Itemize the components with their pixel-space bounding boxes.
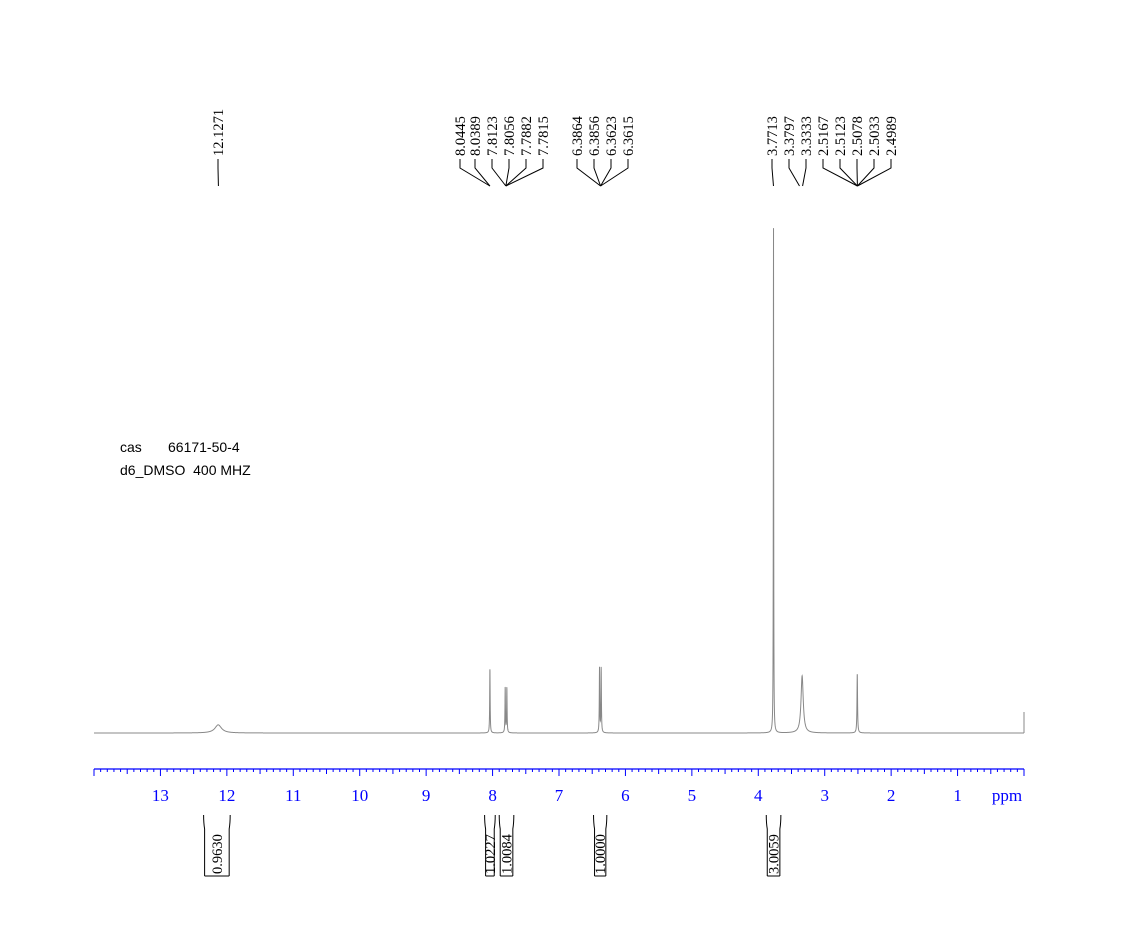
peak-leader-line: [822, 159, 858, 187]
integral-value: 1.0084: [500, 833, 516, 874]
peak-label: 8.0445: [453, 116, 491, 187]
peak-label-text: 7.7882: [519, 116, 535, 156]
integral-bracket: [593, 814, 608, 877]
peak-label: 12.1271: [211, 109, 227, 187]
peak-label: 7.7815: [505, 116, 552, 187]
peak-label: 6.3856: [587, 116, 603, 187]
integral-value: 0.9630: [210, 834, 226, 874]
peak-leader-line: [600, 159, 629, 187]
x-tick-label: 8: [488, 786, 497, 805]
peak-label-text: 6.3864: [570, 115, 586, 156]
peak-label-text: 7.8123: [485, 116, 501, 156]
peak-label-text: 2.5123: [833, 116, 849, 156]
solvent-name: d6_DMSO: [120, 462, 186, 478]
x-tick-label: 5: [688, 786, 697, 805]
peak-label: 6.3864: [570, 115, 601, 187]
x-tick-label: 10: [351, 786, 368, 805]
x-axis-unit-label: ppm: [992, 786, 1022, 805]
cas-row: cas 66171-50-4: [120, 436, 251, 459]
x-tick-label: 9: [422, 786, 431, 805]
integral-region: 1.0227: [483, 814, 499, 877]
peak-label-text: 6.3615: [621, 116, 637, 156]
integral-value: 1.0000: [593, 834, 609, 874]
peak-leader-line: [593, 159, 602, 187]
sample-info: cas 66171-50-4 d6_DMSO 400 MHZ: [120, 436, 251, 482]
x-tick-label: 7: [555, 786, 564, 805]
peak-label-text: 2.5078: [850, 116, 866, 156]
peak-label-text: 3.7713: [765, 116, 781, 156]
integral-bracket: [498, 814, 515, 877]
peak-label: 3.3797: [782, 116, 800, 187]
peak-label-text: 2.4989: [884, 116, 900, 156]
peak-label: 7.8123: [485, 116, 507, 187]
peak-leader-line: [459, 159, 491, 187]
integral-region: 3.0059: [765, 814, 783, 877]
peak-label: 3.3333: [799, 116, 815, 187]
peak-label-layer: 12.1271 8.0445 8.0389 7.8123 7.8056 7.7882 7.7…: [211, 109, 900, 187]
peak-label-text: 8.0389: [468, 116, 484, 156]
peak-label-text: 2.5167: [816, 116, 832, 156]
peak-leader-line: [491, 159, 507, 187]
peak-label: 2.5123: [833, 116, 858, 187]
x-axis: 13 12 11 10 9 8 7 6 5 4 3 2 1 ppm: [93, 768, 1025, 805]
peak-label-text: 3.3797: [782, 116, 798, 156]
x-tick-label: 4: [754, 786, 763, 805]
peak-label-text: 6.3856: [587, 116, 603, 156]
peak-leader-line: [474, 159, 491, 187]
peak-leader-line: [857, 159, 892, 187]
x-tick-label: 13: [152, 786, 169, 805]
spectrometer-frequency: 400 MHZ: [193, 462, 251, 478]
integral-region: 1.0000: [593, 814, 609, 877]
x-tick-label: 3: [820, 786, 829, 805]
peak-label-text: 6.3623: [604, 116, 620, 156]
peak-leader-line: [771, 159, 774, 187]
integral-bracket: [765, 814, 782, 877]
peak-label: 7.7882: [505, 116, 535, 187]
spectrum-trace: [94, 228, 1024, 734]
peak-label: 2.5167: [816, 116, 858, 187]
integral-layer: 0.9630 1.0227 1.0084 1.0000 3.0059: [203, 814, 783, 877]
peak-leader-line: [802, 159, 807, 187]
peak-label: 3.7713: [765, 116, 781, 187]
peak-label: 2.4989: [857, 116, 900, 187]
peak-label: 2.5078: [850, 116, 866, 187]
peak-leader-line: [857, 159, 875, 187]
peak-leader-line: [505, 159, 544, 187]
peak-leader-line: [839, 159, 858, 187]
peak-label: 7.8056: [502, 116, 518, 187]
peak-label: 2.5033: [857, 116, 883, 187]
integral-value: 3.0059: [767, 834, 783, 874]
peak-label: 8.0389: [468, 116, 491, 187]
x-tick-label: 2: [887, 786, 896, 805]
peak-leader-line: [576, 159, 601, 187]
peak-label: 6.3615: [600, 116, 637, 187]
peak-label-text: 12.1271: [211, 109, 227, 156]
peak-leader-line: [505, 159, 510, 187]
x-tick-label: 12: [218, 786, 235, 805]
spectrum-layer: [94, 228, 1025, 734]
peak-label-text: 7.7815: [536, 116, 552, 156]
integral-bracket: [484, 814, 496, 877]
peak-leader-line: [788, 159, 800, 187]
x-tick-label: 11: [285, 786, 301, 805]
peak-leader-line: [505, 159, 527, 187]
solvent-row: d6_DMSO 400 MHZ: [120, 459, 251, 482]
cas-label: cas: [120, 439, 142, 455]
integral-region: 1.0084: [498, 814, 516, 877]
peak-label: 6.3623: [600, 116, 620, 187]
peak-label-text: 8.0445: [453, 116, 469, 156]
peak-leader-line: [600, 159, 612, 187]
x-tick-label: 6: [621, 786, 630, 805]
cas-number: 66171-50-4: [168, 439, 240, 455]
integral-bracket: [203, 814, 231, 877]
peak-label-text: 2.5033: [867, 116, 883, 156]
peak-label-text: 7.8056: [502, 116, 518, 156]
peak-label-text: 3.3333: [799, 116, 815, 156]
integral-region: 0.9630: [203, 814, 231, 877]
integral-value: 1.0227: [483, 834, 499, 874]
x-tick-label: 1: [953, 786, 962, 805]
